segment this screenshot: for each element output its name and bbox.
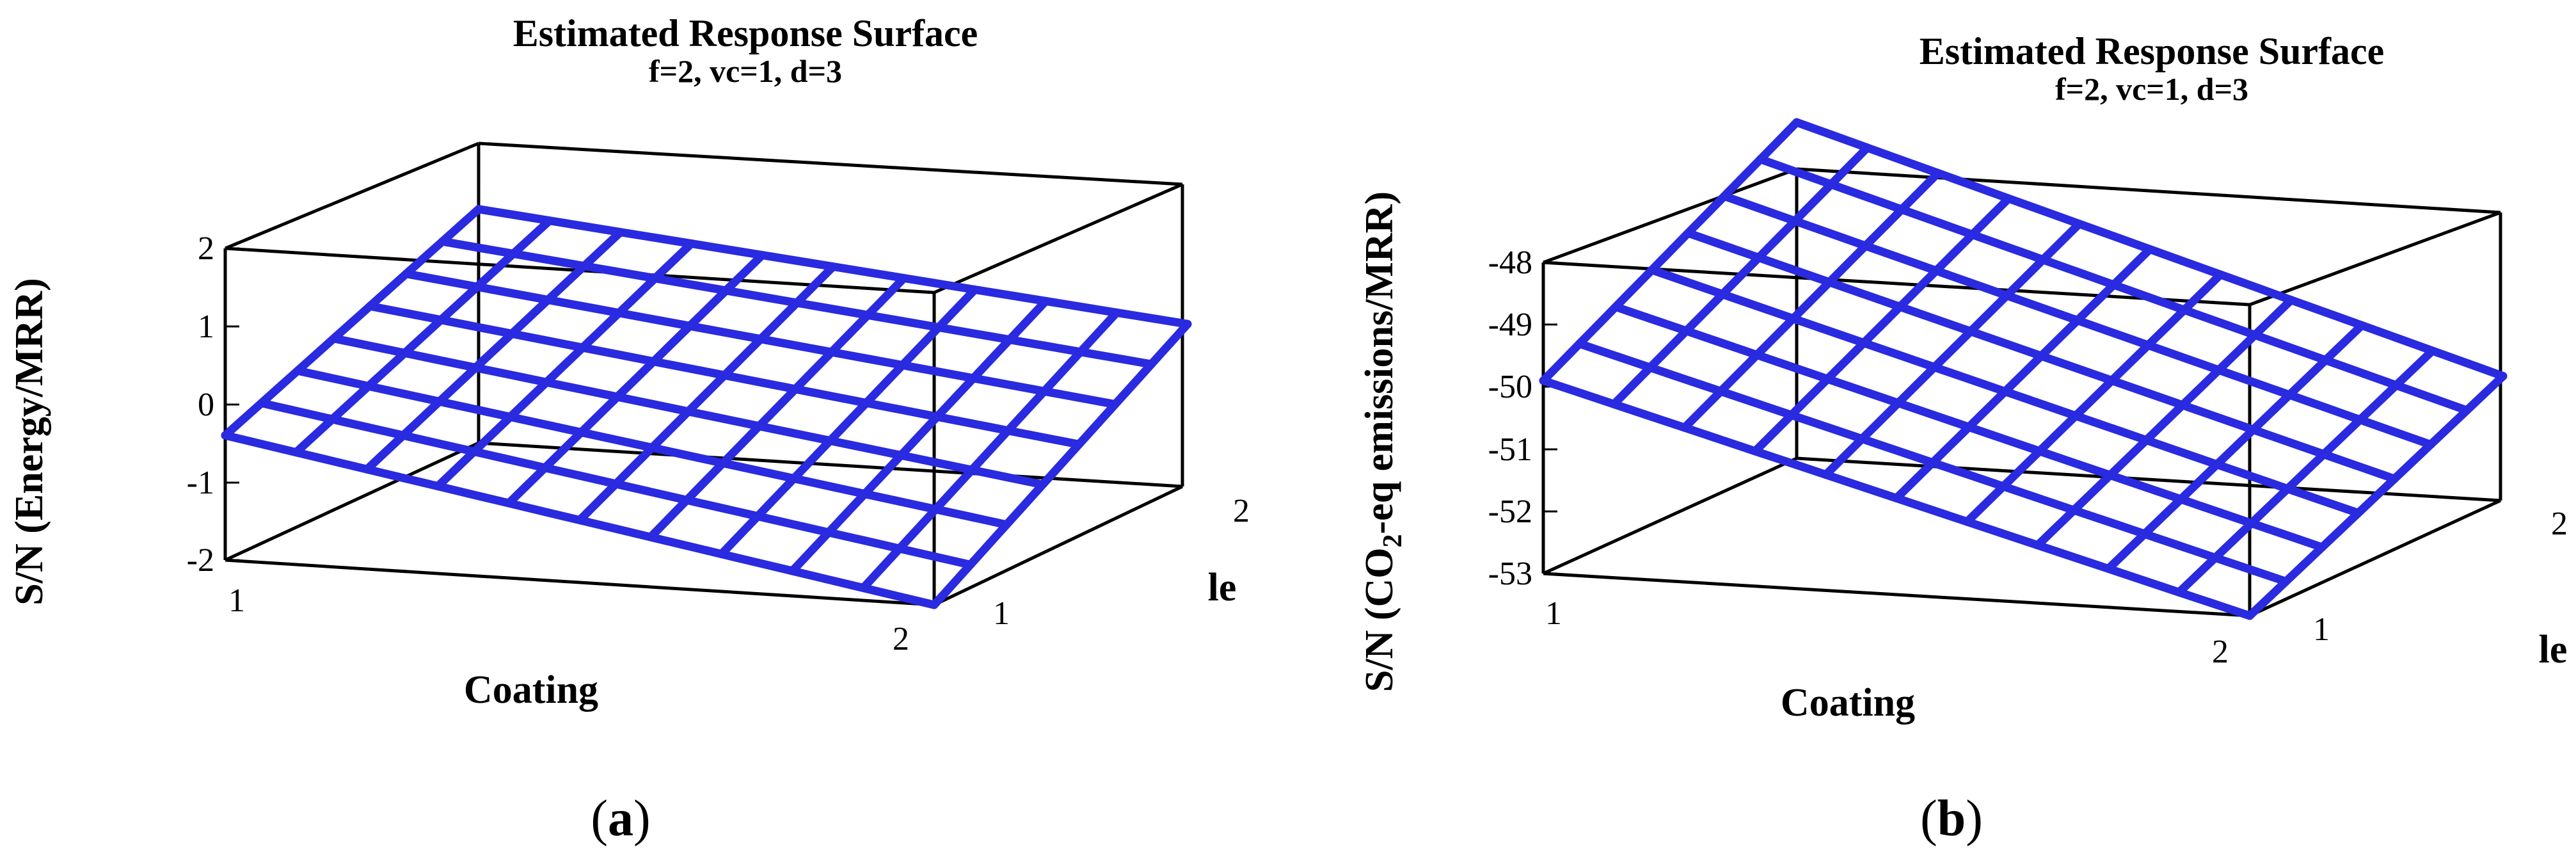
surface-mesh bbox=[221, 205, 1192, 609]
mesh-line-y bbox=[363, 228, 625, 474]
mesh-line-y bbox=[1680, 168, 1943, 432]
z-tick-label: -51 bbox=[1488, 431, 1532, 468]
y-tick-label: 2 bbox=[2551, 506, 2568, 542]
mesh-line-y bbox=[2175, 346, 2437, 597]
z-tick-label: -53 bbox=[1488, 556, 1532, 592]
mesh-line-y bbox=[221, 205, 483, 440]
mesh-line-y bbox=[859, 308, 1121, 592]
mesh-line-y bbox=[2104, 321, 2366, 573]
mesh-line-y bbox=[1609, 143, 1872, 408]
mesh-line-y bbox=[930, 319, 1192, 609]
x-axis-label: Coating bbox=[1781, 681, 1915, 725]
mesh-line-y bbox=[788, 296, 1050, 575]
chart-title: Estimated Response Surface bbox=[513, 12, 978, 54]
x-tick-label: 1 bbox=[228, 582, 245, 619]
y-axis-label: le bbox=[1208, 566, 1237, 609]
mesh-line-y bbox=[575, 262, 838, 525]
mesh-line-y bbox=[2245, 372, 2508, 620]
mesh-line-y bbox=[646, 274, 909, 542]
z-tick-label: -52 bbox=[1488, 494, 1532, 530]
mesh-line-y bbox=[1822, 220, 2084, 479]
x-axis-label: Coating bbox=[464, 668, 598, 712]
z-tick-label: 2 bbox=[198, 230, 214, 267]
z-axis-label: S/N (Energy/MRR) bbox=[8, 278, 51, 605]
y-axis-label: le bbox=[2539, 628, 2568, 671]
chart-subtitle: f=2, vc=1, d=3 bbox=[2055, 71, 2248, 107]
z-tick-marks bbox=[225, 247, 239, 561]
surface-mesh bbox=[1539, 118, 2508, 620]
mesh-line-y bbox=[717, 285, 980, 559]
chart-subtitle: f=2, vc=1, d=3 bbox=[649, 53, 842, 89]
panel-label: (a) bbox=[591, 791, 650, 847]
mesh-line-y bbox=[1539, 118, 1801, 385]
y-tick-label: 2 bbox=[1233, 493, 1250, 529]
panel-b-chart: Estimated Response Surface f=2, vc=1, d=… bbox=[1358, 30, 2568, 847]
mesh-line-y bbox=[433, 239, 696, 491]
z-axis-label: S/N (CO2-eq emissions/MRR) bbox=[1358, 191, 1408, 692]
mesh-line-y bbox=[2033, 296, 2296, 550]
z-tick-label: -2 bbox=[187, 542, 214, 579]
x-tick-label: 2 bbox=[893, 621, 909, 657]
z-tick-marks bbox=[1543, 261, 1557, 575]
chart-title: Estimated Response Surface bbox=[1920, 30, 2385, 72]
mesh-line-y bbox=[1892, 245, 2154, 502]
y-tick-label: 1 bbox=[993, 595, 1010, 632]
z-tick-label: 0 bbox=[198, 387, 214, 423]
x-tick-label: 1 bbox=[1545, 595, 1562, 632]
panel-label: (b) bbox=[1920, 791, 1983, 847]
mesh-line-y bbox=[1962, 270, 2225, 526]
mesh-line-y bbox=[1751, 194, 2013, 456]
z-tick-label: -48 bbox=[1488, 245, 1532, 281]
mesh-line-y bbox=[292, 216, 554, 457]
z-tick-label: -49 bbox=[1488, 307, 1532, 343]
z-tick-label: -50 bbox=[1488, 369, 1532, 405]
mesh-line-y bbox=[504, 251, 767, 508]
y-tick-label: 1 bbox=[2313, 611, 2330, 648]
z-tick-label: -1 bbox=[187, 465, 214, 501]
panel-a-chart: Estimated Response Surface f=2, vc=1, d=… bbox=[8, 12, 1250, 847]
x-tick-label: 2 bbox=[2212, 634, 2229, 670]
z-tick-label: 1 bbox=[198, 309, 214, 345]
